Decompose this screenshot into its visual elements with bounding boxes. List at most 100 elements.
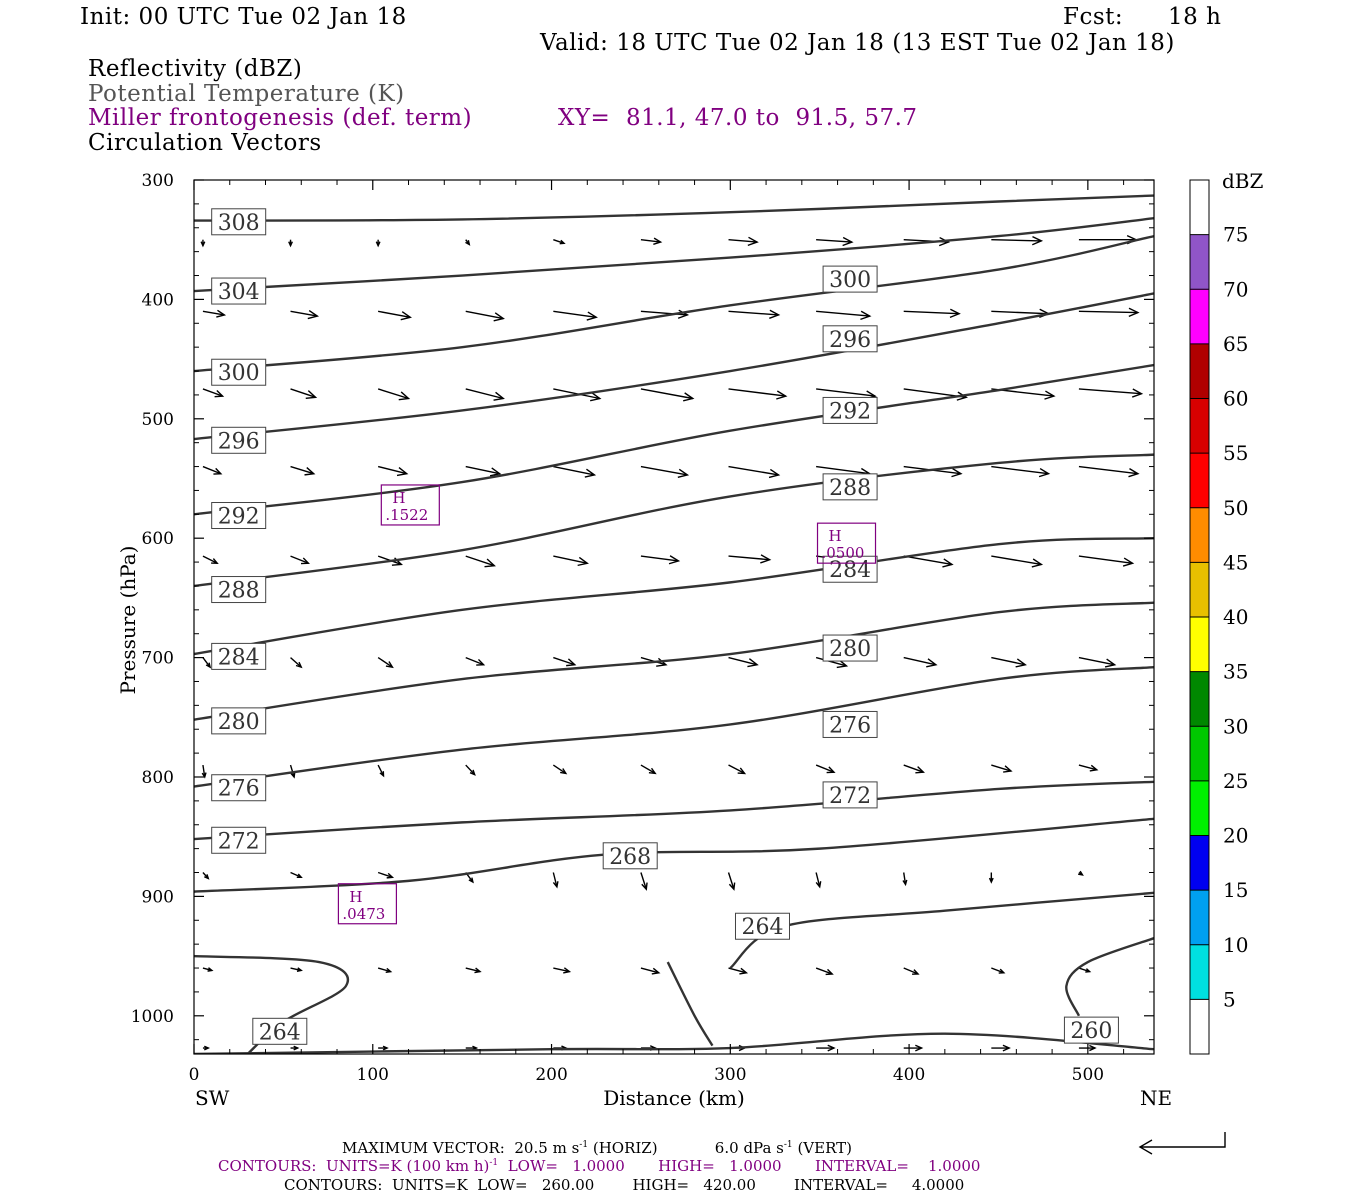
circulation-vector bbox=[640, 388, 693, 400]
circulation-vector-head bbox=[396, 467, 409, 477]
colorbar-swatch bbox=[1190, 780, 1209, 836]
circulation-vector bbox=[290, 657, 302, 668]
colorbar-swatch bbox=[1190, 507, 1209, 563]
circulation-vector bbox=[728, 656, 758, 666]
circulation-vector bbox=[903, 967, 919, 975]
circulation-vector bbox=[816, 310, 870, 317]
frontogenesis-max-box bbox=[380, 484, 440, 526]
isentrope-label: 292 bbox=[829, 399, 871, 424]
circulation-vector-head bbox=[826, 766, 836, 774]
circulation-vector bbox=[728, 388, 786, 397]
isentrope-276 bbox=[194, 780, 1154, 841]
circulation-vector bbox=[553, 555, 588, 564]
circulation-vector bbox=[202, 657, 211, 668]
colorbar-swatch bbox=[1190, 562, 1209, 617]
forecast-label: Fcst: bbox=[1063, 4, 1124, 30]
isentrope-288 bbox=[194, 536, 1154, 656]
circulation-vector-head bbox=[296, 967, 303, 972]
isentrope-label: 280 bbox=[829, 637, 871, 662]
circulation-vector-head bbox=[290, 772, 296, 779]
max-vector-horiz-exp: -1 bbox=[579, 1140, 589, 1150]
circulation-vector bbox=[290, 388, 316, 398]
colorbar-title: dBZ bbox=[1222, 169, 1264, 193]
isentrope-labels: 308 304 300 296 292 288 284 280 276 272 300 296 292 2… bbox=[211, 208, 1119, 1045]
circulation-vector bbox=[903, 764, 924, 773]
circulation-vector-head bbox=[1128, 307, 1140, 318]
x-tick-label: 100 bbox=[357, 1065, 389, 1085]
isentrope-label: 264 bbox=[741, 915, 783, 940]
circulation-vector bbox=[815, 967, 833, 975]
frontogenesis-max-box bbox=[337, 883, 398, 925]
circulation-vector bbox=[1078, 967, 1090, 973]
circulation-vector-head bbox=[951, 467, 963, 478]
colorbar-level-label: 70 bbox=[1223, 277, 1248, 301]
circulation-vector-head bbox=[683, 392, 695, 402]
axes: 300 400 500 600 700 800 900 1000 0 100 200 300 400 50… bbox=[131, 171, 1154, 1085]
circulation-vector bbox=[552, 872, 558, 888]
circulation-vector bbox=[465, 465, 500, 475]
isentrope-label: 284 bbox=[829, 558, 871, 583]
isentrope-label: 292 bbox=[218, 505, 260, 530]
circulation-vector-head bbox=[956, 391, 968, 401]
circulation-vector bbox=[553, 967, 570, 973]
circulation-vector bbox=[465, 967, 481, 973]
circulation-vector bbox=[991, 310, 1049, 315]
isentrope-label: 268 bbox=[609, 845, 651, 870]
circulation-vector bbox=[290, 967, 302, 972]
circulation-vector bbox=[640, 555, 679, 562]
circulation-vector-head bbox=[201, 772, 207, 779]
circulation-vector-head bbox=[577, 556, 589, 567]
circulation-vector-head bbox=[747, 236, 759, 247]
colorbar-swatch bbox=[1190, 289, 1209, 344]
colorbar-swatch bbox=[1190, 453, 1209, 508]
colorbar-level-label: 65 bbox=[1223, 332, 1248, 356]
circulation-vector-head bbox=[902, 879, 908, 887]
isentrope-label: 276 bbox=[829, 713, 871, 738]
circulation-vector-head bbox=[566, 658, 577, 667]
isentrope-label: 284 bbox=[218, 645, 260, 670]
colorbar-swatch bbox=[1190, 617, 1209, 672]
circulation-vector bbox=[553, 239, 565, 244]
isentrope-260 bbox=[1065, 937, 1154, 1017]
circulation-vector-head bbox=[474, 967, 482, 974]
y-tick-label: 500 bbox=[142, 410, 174, 430]
circulation-vector bbox=[202, 310, 225, 316]
x-tick-label: 300 bbox=[714, 1065, 746, 1085]
circulation-vector bbox=[728, 465, 779, 476]
colorbar-level-label: 10 bbox=[1223, 933, 1248, 957]
circulation-vector bbox=[728, 764, 745, 775]
isentrope-304 bbox=[194, 234, 1154, 373]
circulation-vector-head bbox=[214, 390, 225, 398]
field-reflectivity: Reflectivity (dBZ) bbox=[88, 56, 303, 82]
contours-frontogenesis-units: UNITS=K (100 km h) bbox=[326, 1157, 490, 1175]
circulation-vector-head bbox=[400, 311, 412, 321]
colorbar-level-label: 20 bbox=[1223, 824, 1248, 848]
circulation-vector bbox=[377, 465, 407, 475]
circulation-vector bbox=[727, 872, 735, 890]
isentrope-292 bbox=[194, 453, 1154, 588]
circulation-vector bbox=[465, 310, 504, 320]
circulation-vector-head bbox=[300, 557, 310, 565]
circulation-vector-head bbox=[739, 967, 749, 975]
circulation-vector-head bbox=[825, 968, 834, 976]
max-vector-horiz-value: 20.5 bbox=[514, 1139, 548, 1157]
circulation-vector-head bbox=[469, 769, 476, 776]
circulation-vector-head bbox=[641, 882, 648, 891]
circulation-vector bbox=[640, 967, 659, 974]
isentrope-label-box bbox=[822, 325, 878, 353]
isentrope-label-box bbox=[211, 826, 267, 854]
circulation-vector-head bbox=[559, 239, 566, 245]
isentrope-label: 308 bbox=[218, 211, 260, 236]
circulation-vector bbox=[640, 239, 661, 243]
contours-frontogenesis-interval: INTERVAL= 1.0000 bbox=[814, 1157, 981, 1175]
field-frontogenesis: Miller frontogenesis (def. term) bbox=[88, 105, 473, 131]
isentrope-label-box bbox=[822, 781, 878, 809]
circulation-vector bbox=[289, 764, 295, 778]
circulation-vector-head bbox=[307, 309, 320, 320]
isentrope-label-box bbox=[734, 912, 790, 940]
max-vector-label: MAXIMUM VECTOR: bbox=[342, 1139, 505, 1157]
circulation-vector-head bbox=[1104, 658, 1117, 668]
isentrope-label: 276 bbox=[218, 777, 260, 802]
circulation-vector bbox=[202, 764, 206, 778]
